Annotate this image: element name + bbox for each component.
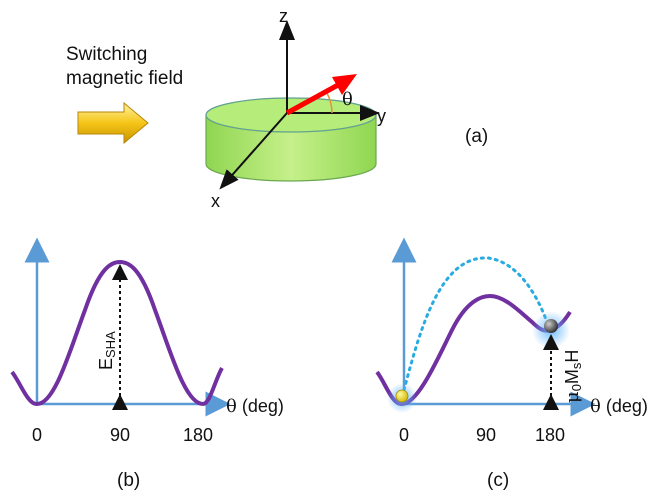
magnetic-disk [205, 97, 377, 182]
c-tick-180: 180 [535, 425, 565, 445]
c-tick-0: 0 [399, 425, 409, 445]
y-axis-label: y [377, 106, 386, 126]
theta-label: θ [342, 89, 353, 110]
b-tick-180: 180 [183, 425, 213, 445]
magnetization-arrow-icon [285, 74, 357, 116]
panel-a-caption: (a) [465, 126, 488, 147]
field-direction-arrow-icon [77, 101, 149, 145]
panel-c-caption: (c) [487, 470, 509, 491]
c-tick-90: 90 [476, 425, 496, 445]
x-axis [219, 112, 288, 190]
c-zeeman-label: μ0MsH [562, 350, 584, 403]
c-yellow-ball-icon [395, 389, 409, 403]
z-axis-label: z [279, 6, 288, 26]
b-axis-label: θ (deg) [226, 396, 284, 417]
field-label-line1: Switching [66, 44, 147, 65]
field-label-line2: magnetic field [66, 68, 183, 89]
b-energy-curve [10, 259, 224, 407]
b-tick-0: 0 [32, 425, 42, 445]
b-tick-90: 90 [110, 425, 130, 445]
panel-a: Switching magnetic field z y x θ (a) [66, 6, 488, 211]
panel-c: μ0MsH θ (deg) 0 90 180 (c) [375, 237, 648, 491]
b-barrier-label: ESHA [96, 331, 118, 370]
c-switching-path [402, 256, 551, 392]
panel-b-caption: (b) [117, 470, 140, 491]
x-axis-label: x [211, 191, 220, 211]
panel-b: ESHA θ (deg) 0 90 180 (b) [10, 237, 284, 491]
c-grey-ball-icon [544, 319, 558, 333]
c-axis-label: θ (deg) [590, 396, 648, 417]
